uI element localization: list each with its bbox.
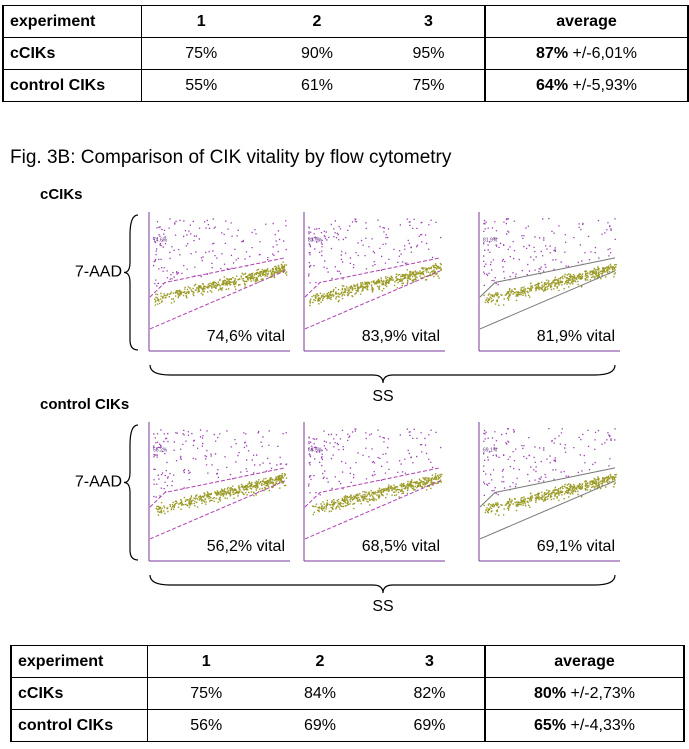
value-cell: 75% [141,37,261,70]
header-row: experiment 1 2 3 average [10,645,685,678]
deviation: +/-5,93% [572,76,637,94]
average-value: 64% [536,76,569,94]
vital-label: 68,5% vital [362,538,440,555]
gate-line [149,270,286,330]
brace [149,574,616,594]
gate-label: 66.5% [308,447,323,453]
gate-line [149,467,286,508]
group-label: control CIKs [40,396,129,413]
vital-label: 69,1% vital [537,538,615,555]
average-value: 87% [536,44,569,62]
brace [149,364,616,384]
data-row: cCIKs 75% 84% 82% 80% +/-2,73% [10,677,685,710]
cell-dots [483,473,617,516]
cell-dots [153,429,288,498]
gate-label: 74.6% [153,237,168,243]
value-cell: 95% [373,37,485,70]
average-cell: 87% +/-6,01% [484,37,689,70]
vital-label: 81,9% vital [537,328,615,345]
data-row: control CIKs 55% 61% 75% 64% +/-5,93% [2,69,689,102]
cell-dots [153,218,287,287]
value-cell: 90% [261,37,373,70]
x-axis-label: SS [372,388,393,405]
value-cell: 61% [261,69,373,102]
average-cell: 80% +/-2,73% [484,677,685,710]
value-cell: 75% [147,677,265,710]
header-cell: 3 [375,645,485,678]
gate-line [304,467,441,508]
vital-label: 83,9% vital [362,328,440,345]
row-label: cCIKs [2,37,142,70]
gate-line [304,480,441,540]
value-cell: 56% [147,709,265,742]
figure: Fig. 3B: Comparison of CIK vitality by f… [10,147,620,615]
cell-dots [308,428,442,496]
deviation: +/-2,73% [570,684,635,702]
cell-dots [309,262,443,307]
data-row: cCIKs 75% 90% 95% 87% +/-6,01% [2,37,689,70]
header-cell: 2 [261,5,373,38]
row-label: cCIKs [10,677,148,710]
header-row: experiment 1 2 3 average [2,5,689,38]
y-axis-label: 7-AAD [75,474,122,491]
average-cell: 65% +/-4,33% [484,709,685,742]
header-cell: average [484,5,689,38]
value-cell: 75% [373,69,485,102]
cell-dots [155,473,288,516]
header-cell: 3 [373,5,485,38]
vital-label: 56,2% vital [207,538,285,555]
deviation: +/-6,01% [572,44,637,62]
header-cell: 1 [141,5,261,38]
value-cell: 55% [141,69,261,102]
data-row: control CIKs 56% 69% 69% 65% +/-4,33% [10,709,685,742]
gate-line [479,270,616,330]
cell-dots [311,473,443,516]
x-axis-label: SS [372,598,393,615]
row-label: control CIKs [2,69,142,102]
gate-line [149,257,286,298]
gate-label: 81.9% [483,237,498,243]
deviation: +/-4,33% [570,716,635,734]
gate-line [149,480,286,540]
gate-label: 56.2% [153,447,168,453]
vital-label: 74,6% vital [207,328,285,345]
value-cell: 69% [265,709,375,742]
brace [123,424,139,561]
gate-line [479,257,616,298]
average-value: 65% [534,716,567,734]
average-cell: 64% +/-5,93% [484,69,689,102]
header-cell: 1 [147,645,265,678]
cell-dots [483,263,617,306]
y-axis-label: 7-AAD [75,264,122,281]
header-cell: average [484,645,685,678]
figure-title: Fig. 3B: Comparison of CIK vitality by f… [10,147,452,168]
gate-label: 83.9% [308,237,323,243]
row-label: control CIKs [10,709,148,742]
group-label: cCIKs [40,186,83,203]
value-cell: 69% [375,709,485,742]
brace [123,214,139,351]
results-table-bottom: experiment 1 2 3 average cCIKs 75% 84% 82% 80% +/… [10,645,685,742]
header-cell: 2 [265,645,375,678]
header-cell: experiment [2,5,142,38]
gate-label: 69.1% [483,447,498,453]
results-table-top: experiment 1 2 3 average cCIKs 75% 90% 95% 87% +/… [2,5,689,102]
average-value: 80% [534,684,567,702]
value-cell: 82% [375,677,485,710]
value-cell: 84% [265,677,375,710]
gate-line [304,257,441,298]
cell-dots [483,428,616,496]
header-cell: experiment [10,645,148,678]
gate-line [304,270,441,330]
gate-line [479,480,616,540]
gate-line [479,467,616,508]
